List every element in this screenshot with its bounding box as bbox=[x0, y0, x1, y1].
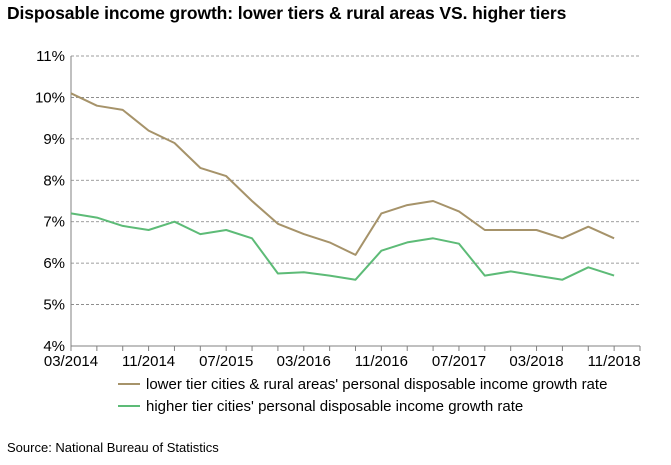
series-lines bbox=[70, 92, 615, 281]
legend-label-2: higher tier cities' personal disposable … bbox=[146, 398, 523, 415]
series-line-1 bbox=[70, 92, 615, 256]
y-tick-label: 6% bbox=[43, 255, 65, 272]
series-line-2 bbox=[70, 212, 615, 281]
legend-label-1: lower tier cities & rural areas' persona… bbox=[146, 376, 607, 393]
y-tick-label: 5% bbox=[43, 297, 65, 314]
y-tick-label: 7% bbox=[43, 214, 65, 231]
x-tick-label: 03/2016 bbox=[277, 353, 331, 370]
chart-title: Disposable income growth: lower tiers & … bbox=[7, 3, 567, 23]
x-tick-label: 03/2018 bbox=[509, 353, 563, 370]
x-tick-label: 07/2015 bbox=[199, 353, 253, 370]
x-axis-tick-labels: 03/2014 11/2014 07/2015 03/2016 11/2016 07/20… bbox=[44, 353, 641, 370]
y-axis-tick-labels: 4% 5% 6% 7% 8% 9% 10% 11% bbox=[35, 48, 65, 355]
gridlines bbox=[71, 55, 640, 305]
x-tick-label: 07/2017 bbox=[432, 353, 486, 370]
y-tick-label: 9% bbox=[43, 131, 65, 148]
x-tick-label: 11/2018 bbox=[588, 353, 641, 370]
source-note: Source: National Bureau of Statistics bbox=[7, 440, 219, 455]
x-tick-label: 03/2014 bbox=[44, 353, 98, 370]
axes bbox=[70, 56, 641, 351]
y-tick-label: 8% bbox=[43, 172, 65, 189]
y-tick-label: 10% bbox=[35, 89, 65, 106]
x-tick-label: 11/2014 bbox=[122, 353, 175, 370]
y-tick-label: 11% bbox=[36, 48, 65, 65]
y-tick-label: 4% bbox=[43, 338, 65, 355]
x-tick-label: 11/2016 bbox=[355, 353, 408, 370]
legend: lower tier cities & rural areas' persona… bbox=[118, 376, 607, 415]
